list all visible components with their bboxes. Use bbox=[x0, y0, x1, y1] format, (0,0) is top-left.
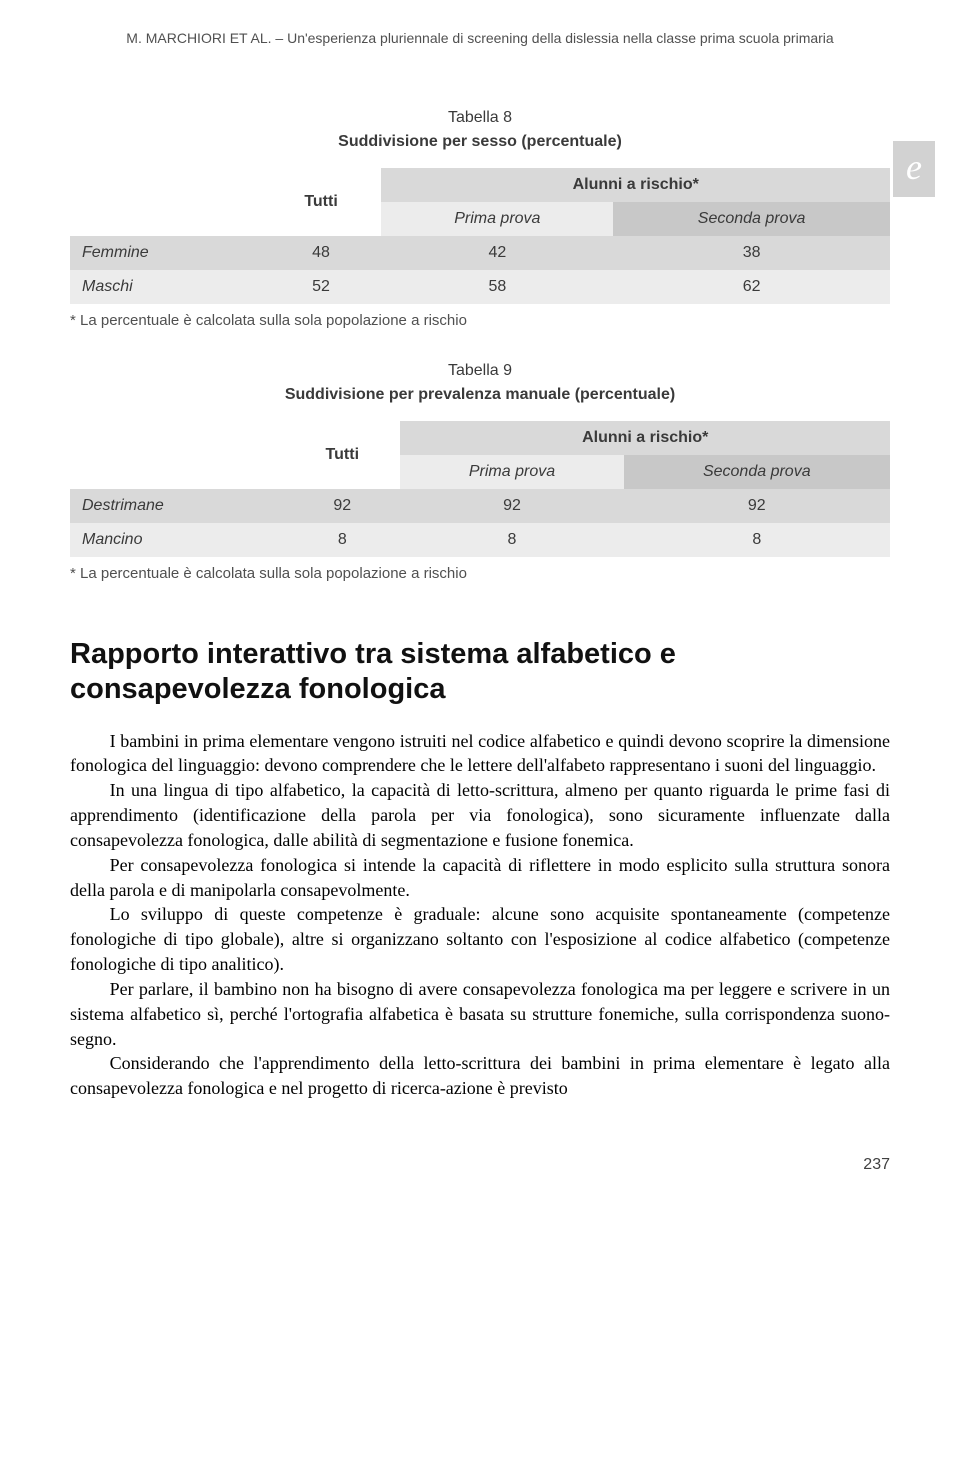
table8: Tutti Alunni a rischio* Prima prova Seco… bbox=[70, 168, 890, 304]
running-head-sep: – bbox=[272, 30, 288, 46]
page-number: 237 bbox=[70, 1156, 890, 1174]
table9-row0-tutti: 92 bbox=[284, 489, 400, 523]
table9-row0-p1: 92 bbox=[400, 489, 623, 523]
table8-col-sub1: Prima prova bbox=[381, 202, 613, 236]
table8-caption: Tabella 8 Suddivisione per sesso (percen… bbox=[70, 106, 890, 154]
table8-number: Tabella 8 bbox=[70, 106, 890, 130]
table9-col-sub1: Prima prova bbox=[400, 455, 623, 489]
table-row: Mancino 8 8 8 bbox=[70, 523, 890, 557]
table9-caption: Tabella 9 Suddivisione per prevalenza ma… bbox=[70, 359, 890, 407]
paragraph: Per parlare, il bambino non ha bisogno d… bbox=[70, 977, 890, 1051]
table-row: Destrimane 92 92 92 bbox=[70, 489, 890, 523]
table8-row0-p1: 42 bbox=[381, 236, 613, 270]
running-head-title: Un'esperienza pluriennale di screening d… bbox=[287, 30, 834, 46]
table8-row1-p2: 62 bbox=[613, 270, 890, 304]
table9-note: * La percentuale è calcolata sulla sola … bbox=[70, 565, 890, 582]
body-text: I bambini in prima elementare vengono is… bbox=[70, 729, 890, 1101]
table8-row1-label: Maschi bbox=[70, 270, 261, 304]
table-row: Femmine 48 42 38 bbox=[70, 236, 890, 270]
table9-number: Tabella 9 bbox=[70, 359, 890, 383]
table8-col-tutti: Tutti bbox=[261, 168, 382, 236]
table8-note: * La percentuale è calcolata sulla sola … bbox=[70, 312, 890, 329]
table8-row1-tutti: 52 bbox=[261, 270, 382, 304]
table9-col-tutti: Tutti bbox=[284, 421, 400, 489]
table8-row0-label: Femmine bbox=[70, 236, 261, 270]
table9-row0-label: Destrimane bbox=[70, 489, 284, 523]
paragraph: Considerando che l'apprendimento della l… bbox=[70, 1051, 890, 1101]
running-head-authors: M. MARCHIORI ET AL. bbox=[126, 30, 271, 46]
e-badge-icon: e bbox=[893, 141, 935, 197]
table9-row1-p2: 8 bbox=[624, 523, 890, 557]
table9-title: Suddivisione per prevalenza manuale (per… bbox=[70, 383, 890, 407]
table9-col-group: Alunni a rischio* bbox=[400, 421, 890, 455]
paragraph: Per consapevolezza fonologica si intende… bbox=[70, 853, 890, 903]
section-heading: Rapporto interattivo tra sistema alfabet… bbox=[70, 637, 890, 707]
table9-col-sub2: Seconda prova bbox=[624, 455, 890, 489]
paragraph: Lo sviluppo di queste competenze è gradu… bbox=[70, 902, 890, 976]
table8-col-sub2: Seconda prova bbox=[613, 202, 890, 236]
table9-row1-label: Mancino bbox=[70, 523, 284, 557]
table9: Tutti Alunni a rischio* Prima prova Seco… bbox=[70, 421, 890, 557]
table8-title: Suddivisione per sesso (percentuale) bbox=[70, 130, 890, 154]
paragraph: I bambini in prima elementare vengono is… bbox=[70, 729, 890, 779]
table9-row1-p1: 8 bbox=[400, 523, 623, 557]
table9-row0-p2: 92 bbox=[624, 489, 890, 523]
table8-row0-tutti: 48 bbox=[261, 236, 382, 270]
table8-row1-p1: 58 bbox=[381, 270, 613, 304]
table8-col-group: Alunni a rischio* bbox=[381, 168, 890, 202]
table8-row0-p2: 38 bbox=[613, 236, 890, 270]
running-head: M. MARCHIORI ET AL. – Un'esperienza plur… bbox=[70, 30, 890, 46]
table9-row1-tutti: 8 bbox=[284, 523, 400, 557]
table-row: Maschi 52 58 62 bbox=[70, 270, 890, 304]
paragraph: In una lingua di tipo alfabetico, la cap… bbox=[70, 778, 890, 852]
